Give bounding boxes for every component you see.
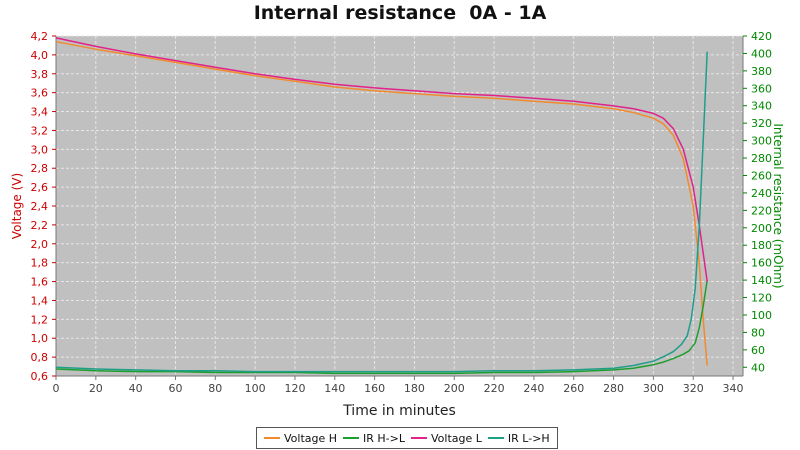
y-left-tick-label: 2,6 bbox=[31, 181, 49, 194]
x-tick-label: 120 bbox=[284, 382, 305, 395]
y-right-tick-label: 60 bbox=[751, 344, 765, 357]
legend-swatch bbox=[487, 437, 504, 439]
legend-item: IR H->L bbox=[343, 432, 405, 445]
y-right-tick-label: 380 bbox=[751, 65, 772, 78]
chart-title: Internal resistance 0A - 1A bbox=[253, 2, 547, 24]
y-left-tick-label: 2,0 bbox=[31, 238, 49, 251]
y-left-tick-label: 4,0 bbox=[31, 49, 49, 62]
y-right-tick-label: 40 bbox=[751, 361, 765, 374]
legend: Voltage H IR H->L Voltage L IR L->H bbox=[256, 427, 558, 449]
y-left-tick-label: 2,8 bbox=[31, 162, 49, 175]
legend-label: IR H->L bbox=[363, 431, 406, 445]
x-tick-label: 320 bbox=[683, 382, 704, 395]
x-tick-label: 0 bbox=[53, 382, 60, 395]
x-tick-label: 180 bbox=[404, 382, 425, 395]
y-left-axis-label: Voltage (V) bbox=[10, 173, 24, 239]
x-tick-label: 40 bbox=[129, 382, 143, 395]
y-right-tick-label: 360 bbox=[751, 82, 772, 95]
legend-swatch bbox=[343, 437, 360, 439]
legend-swatch bbox=[411, 437, 428, 439]
y-right-tick-label: 180 bbox=[751, 239, 772, 252]
y-left-tick-label: 3,6 bbox=[31, 87, 49, 100]
y-right-tick-label: 260 bbox=[751, 169, 772, 182]
y-right-tick-label: 200 bbox=[751, 222, 772, 235]
x-axis-label: Time in minutes bbox=[342, 403, 456, 419]
y-left-tick-label: 1,0 bbox=[31, 332, 49, 345]
x-tick-label: 140 bbox=[324, 382, 345, 395]
y-right-tick-label: 220 bbox=[751, 204, 772, 217]
y-right-tick-label: 100 bbox=[751, 309, 772, 322]
x-tick-label: 240 bbox=[523, 382, 544, 395]
x-tick-label: 200 bbox=[444, 382, 465, 395]
y-left-tick-label: 3,0 bbox=[31, 143, 49, 156]
plot-area bbox=[56, 36, 743, 376]
y-right-tick-label: 340 bbox=[751, 100, 772, 113]
legend-item: Voltage L bbox=[411, 432, 482, 445]
legend-item: IR L->H bbox=[487, 431, 550, 445]
x-tick-label: 220 bbox=[484, 382, 505, 395]
x-tick-label: 100 bbox=[245, 382, 266, 395]
x-tick-label: 280 bbox=[603, 382, 624, 395]
y-right-tick-label: 420 bbox=[751, 30, 772, 43]
x-tick-label: 300 bbox=[643, 382, 664, 395]
x-tick-label: 20 bbox=[89, 382, 103, 395]
legend-swatch bbox=[264, 437, 280, 439]
y-right-tick-label: 300 bbox=[751, 135, 772, 148]
x-tick-label: 80 bbox=[208, 382, 222, 395]
x-tick-label: 60 bbox=[168, 382, 182, 395]
x-tick-label: 260 bbox=[563, 382, 584, 395]
series-line-voltage-h bbox=[55, 40, 708, 366]
y-left-tick-label: 0,8 bbox=[31, 351, 49, 364]
legend-item: Voltage H bbox=[264, 432, 337, 445]
legend-label: IR L->H bbox=[507, 431, 550, 445]
y-right-tick-label: 280 bbox=[751, 152, 772, 165]
legend-label: Voltage L bbox=[431, 431, 482, 445]
series-line-ir-l-h bbox=[55, 51, 708, 373]
y-left-tick-label: 1,8 bbox=[31, 257, 49, 270]
series-line-voltage-l bbox=[55, 37, 708, 282]
y-left-tick-label: 3,8 bbox=[31, 68, 49, 81]
legend-label: Voltage H bbox=[284, 431, 338, 445]
x-tick-label: 160 bbox=[364, 382, 385, 395]
y-right-tick-label: 320 bbox=[751, 117, 772, 130]
y-right-tick-label: 140 bbox=[751, 274, 772, 287]
x-tick-label: 340 bbox=[723, 382, 744, 395]
y-left-tick-label: 1,6 bbox=[31, 276, 49, 289]
y-right-axis-label: Internal resistance (mOhm) bbox=[771, 123, 785, 288]
y-right-tick-label: 80 bbox=[751, 326, 765, 339]
y-right-tick-label: 240 bbox=[751, 187, 772, 200]
y-left-tick-label: 2,2 bbox=[31, 219, 49, 232]
y-right-tick-label: 400 bbox=[751, 47, 772, 60]
y-left-tick-label: 2,4 bbox=[31, 200, 49, 213]
y-right-tick-label: 160 bbox=[751, 257, 772, 270]
y-left-tick-label: 3,2 bbox=[31, 124, 49, 137]
series-line-ir-h-l bbox=[55, 279, 708, 375]
y-left-tick-label: 3,4 bbox=[31, 106, 49, 119]
y-left-tick-label: 4,2 bbox=[31, 30, 49, 43]
y-right-tick-label: 120 bbox=[751, 292, 772, 305]
y-left-tick-label: 0,6 bbox=[31, 370, 49, 383]
y-left-tick-label: 1,2 bbox=[31, 313, 49, 326]
y-left-tick-label: 1,4 bbox=[31, 294, 49, 307]
